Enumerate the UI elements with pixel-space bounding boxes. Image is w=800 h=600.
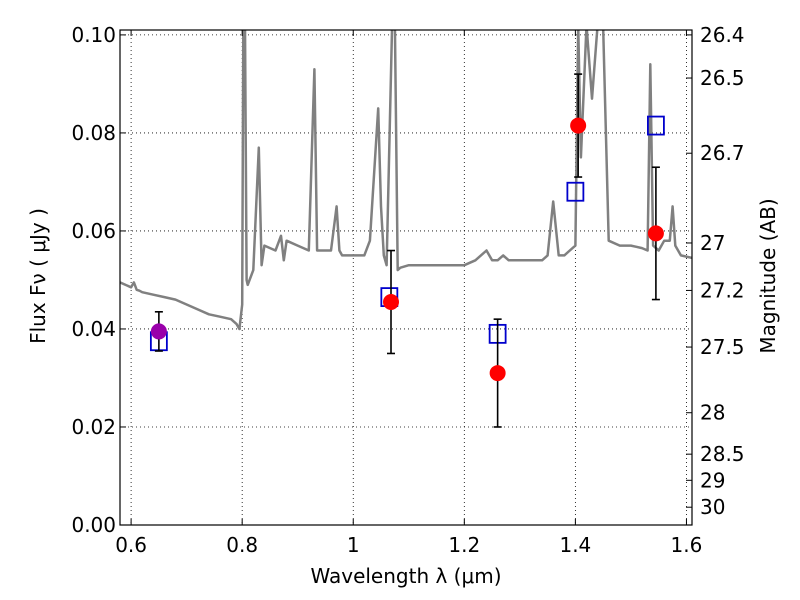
y-tick-label: 0.04 [71,317,116,341]
observed-point-marker [383,294,400,311]
x-tick-label: 1 [347,533,360,557]
x-tick-label: 1.4 [559,533,591,557]
y2-axis-title: Magnitude (AB) [756,198,780,353]
y-tick-label: 0.06 [71,219,116,243]
observed-point-marker [647,225,664,242]
observed-point-marker [489,365,506,382]
model-square-marker [647,115,665,136]
x-tick-label: 0.6 [115,533,147,557]
mag-tick-label: 26.4 [700,23,745,47]
mag-tick-label: 28.5 [700,442,745,466]
x-axis-title: Wavelength λ (μm) [310,564,501,588]
observed-point-marker [570,117,587,134]
model-square-marker [566,181,585,202]
y-tick-label: 0.02 [71,415,116,439]
x-tick-label: 0.8 [226,533,258,557]
y-tick-label: 0.10 [71,23,116,47]
spectrum-line [120,30,692,331]
mag-tick-label: 26.5 [700,66,745,90]
x-tick-label: 1.2 [448,533,480,557]
y-tick-label: 0.00 [71,513,116,537]
mag-tick-label: 28 [700,401,725,425]
mag-tick-label: 26.7 [700,141,745,165]
mag-tick-label: 27.2 [700,278,745,302]
axis-ticks: 0.6 0.8 1 1.2 1.4 1.6 0.00 0.02 0.04 0.06 0.08 0.10… [71,23,744,557]
mag-tick-label: 30 [700,495,725,519]
spectrum-series [120,30,692,331]
mag-tick-label: 29 [700,468,725,492]
photometry-points [149,73,665,428]
x-tick-label: 1.6 [671,533,703,557]
y-axis-title: Flux Fν ( μJy ) [26,208,50,344]
observed-point-marker [150,323,167,340]
plot-frame [119,29,693,526]
y-tick-label: 0.08 [71,121,116,145]
mag-tick-label: 27 [700,231,725,255]
mag-tick-label: 27.5 [700,335,745,359]
